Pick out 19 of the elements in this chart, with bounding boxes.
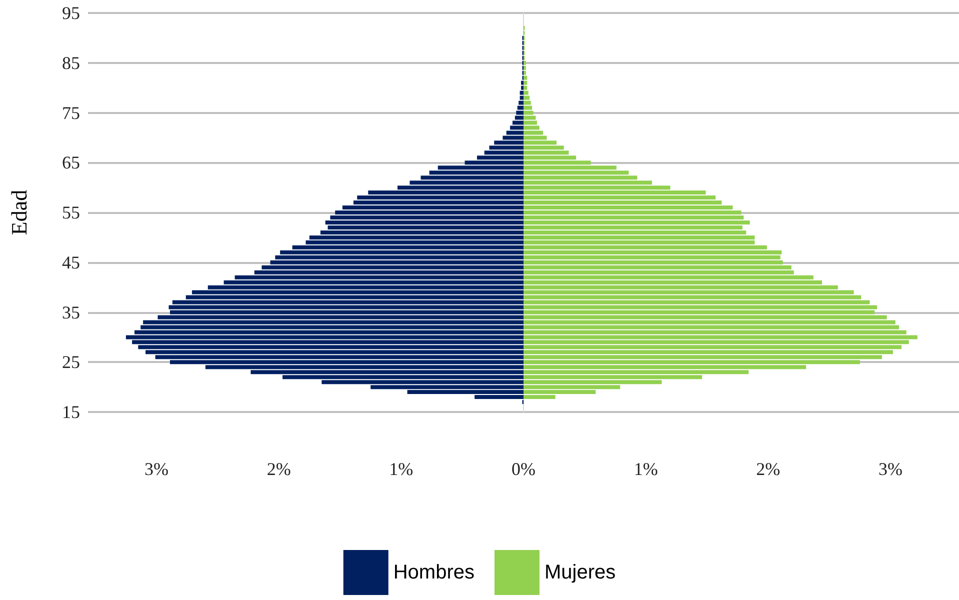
x-tick-label: 0%	[512, 459, 536, 479]
x-tick-label: 2%	[266, 459, 291, 479]
y-axis-title: Edad	[6, 190, 32, 236]
legend-label: Mujeres	[544, 562, 616, 584]
x-tick-label: 1%	[634, 459, 658, 479]
legend-label: Hombres	[393, 562, 475, 584]
y-tick-label: 35	[62, 302, 80, 322]
y-tick-label: 25	[62, 352, 80, 372]
y-tick-label: 15	[62, 402, 80, 422]
y-tick-label: 75	[62, 102, 80, 123]
y-tick-label: 65	[62, 152, 80, 173]
x-tick-label: 2%	[756, 459, 780, 479]
x-tick-label: 3%	[878, 459, 902, 479]
y-tick-label: 95	[62, 3, 80, 23]
x-tick-label: 3%	[144, 459, 169, 479]
y-tick-label: 85	[62, 52, 80, 73]
y-tick-label: 45	[62, 252, 80, 272]
x-tick-label: 1%	[389, 459, 414, 479]
y-tick-label: 55	[62, 202, 80, 222]
